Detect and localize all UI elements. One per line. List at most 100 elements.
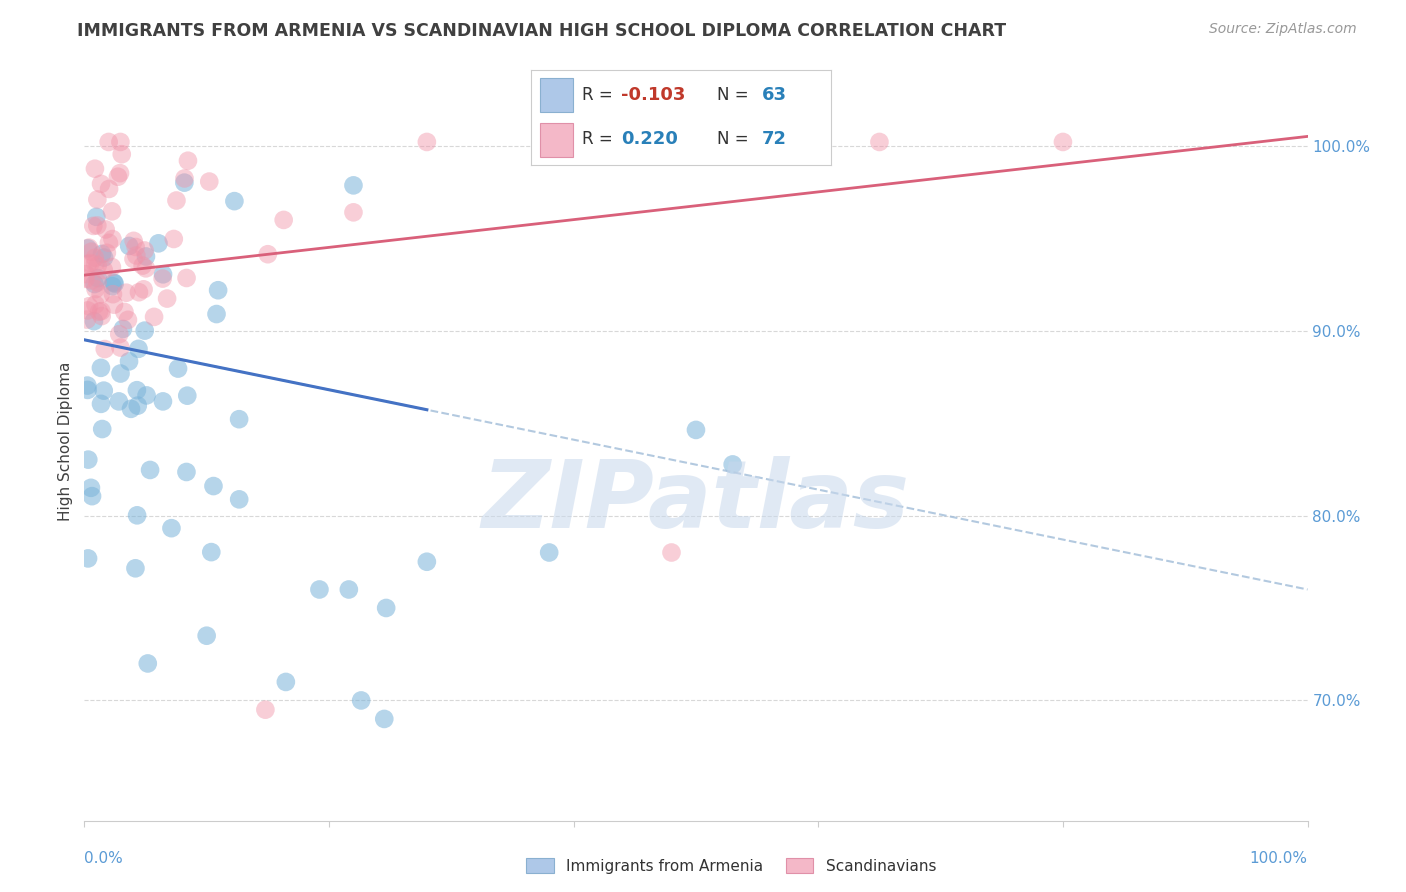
Point [101,287,124,301]
Point [77,551,100,566]
Point [118,354,141,368]
Point [257,247,280,261]
Point [337,582,360,597]
Point [416,555,439,569]
Point [97,235,120,250]
Point [207,283,229,297]
Point [75,272,97,286]
Point [90,309,112,323]
Point [122,234,145,248]
Point [104,277,127,291]
Legend: Immigrants from Armenia, Scandinavians: Immigrants from Armenia, Scandinavians [520,852,942,880]
Point [91,422,114,436]
Point [96,245,118,260]
Point [177,153,200,168]
Point [163,232,186,246]
Point [1052,135,1074,149]
Point [685,423,707,437]
Point [274,675,297,690]
Point [83,314,105,328]
Point [869,135,891,149]
Point [167,361,190,376]
Point [127,508,149,523]
Point [77,299,100,313]
Text: ZIPatlas: ZIPatlas [482,456,910,549]
Point [111,147,134,161]
Point [228,412,250,426]
Point [76,312,98,326]
Point [176,389,198,403]
Point [120,401,142,416]
Point [134,244,156,258]
Point [115,285,138,300]
Point [228,492,250,507]
Point [91,247,114,261]
Point [200,545,222,559]
Text: 100.0%: 100.0% [1250,851,1308,866]
Point [101,260,124,274]
Point [77,241,100,255]
Point [135,388,157,402]
Point [86,193,108,207]
Point [342,205,364,219]
Point [80,481,103,495]
Point [198,175,221,189]
Point [103,298,125,312]
Point [76,242,98,256]
Point [127,342,149,356]
Point [87,271,110,285]
Point [117,313,139,327]
Point [84,257,107,271]
Point [110,367,132,381]
Point [76,378,98,392]
Point [93,251,115,265]
Point [108,166,131,180]
Point [76,383,98,397]
Point [87,259,110,273]
Point [273,213,295,227]
Point [83,251,105,265]
Point [416,135,439,149]
Point [127,399,149,413]
Point [128,285,150,300]
Point [136,657,159,671]
Point [538,545,561,559]
Point [77,452,100,467]
Point [148,236,170,251]
Point [90,360,112,375]
Point [80,273,103,287]
Point [124,561,146,575]
Text: 0.0%: 0.0% [84,851,124,866]
Point [224,194,246,208]
Point [143,310,166,324]
Point [84,297,107,311]
Point [80,489,103,503]
Point [205,307,228,321]
Point [125,383,148,397]
Point [661,545,683,559]
Point [134,324,156,338]
Point [93,263,115,277]
Point [101,204,124,219]
Point [110,135,132,149]
Point [132,282,155,296]
Y-axis label: High School Diploma: High School Diploma [58,362,73,521]
Point [176,271,198,285]
Point [94,342,117,356]
Point [135,250,157,264]
Point [101,232,124,246]
Point [176,465,198,479]
Point [86,210,108,224]
Point [195,629,218,643]
Point [166,194,188,208]
Point [160,521,183,535]
Text: IMMIGRANTS FROM ARMENIA VS SCANDINAVIAN HIGH SCHOOL DIPLOMA CORRELATION CHART: IMMIGRANTS FROM ARMENIA VS SCANDINAVIAN … [77,22,1007,40]
Point [75,267,97,281]
Point [94,222,117,236]
Point [114,305,136,319]
Point [90,304,112,318]
Point [125,248,148,262]
Point [131,259,153,273]
Point [90,287,112,301]
Point [108,327,131,342]
